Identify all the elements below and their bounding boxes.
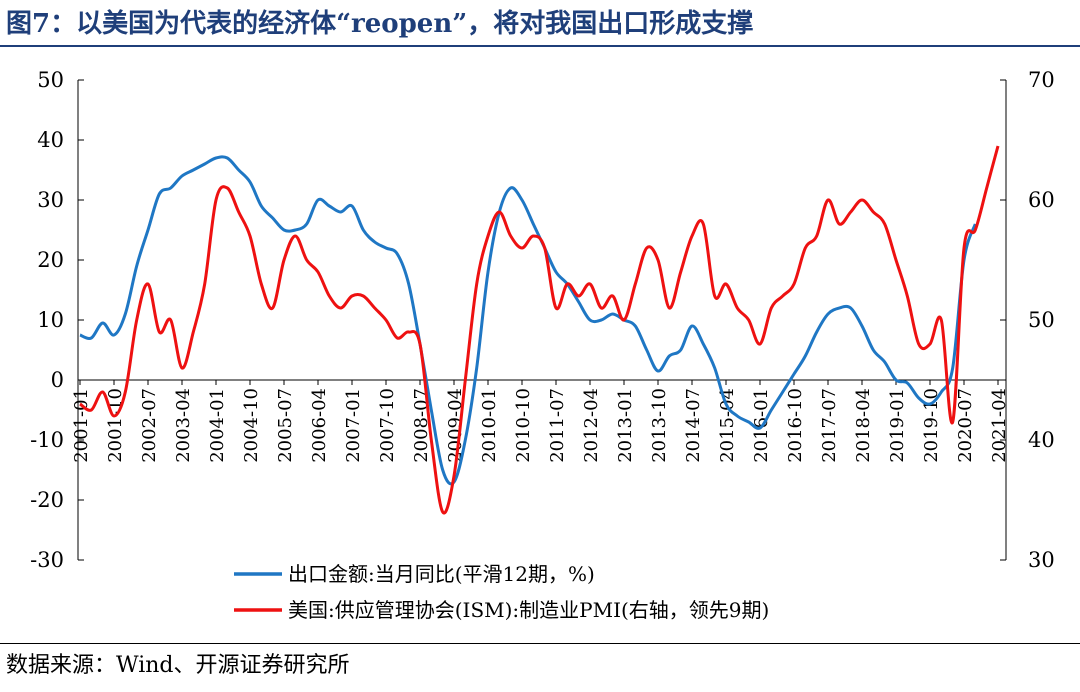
- right-tick-label: 40: [1028, 428, 1055, 452]
- export-yoy-series-line: [79, 155, 977, 486]
- x-tick-label: 2013-10: [649, 388, 670, 463]
- x-tick-label: 2016-10: [785, 388, 806, 463]
- left-tick-label: -10: [30, 428, 64, 452]
- x-tick-label: 2019-10: [921, 388, 942, 463]
- legend-label: 美国:供应管理协会(ISM):制造业PMI(右轴，领先9期): [288, 598, 769, 622]
- x-tick-label: 2018-04: [853, 388, 874, 463]
- left-tick-label: 0: [51, 368, 64, 392]
- line-chart: -30 -20 -10 0 10 20 30 40 50 30 40 50 60 70 2001-01 2…: [30, 68, 1055, 622]
- legend-label: 出口金额:当月同比(平滑12期，%): [288, 562, 595, 586]
- x-tick-label: 2013-01: [615, 388, 636, 463]
- left-tick-label: -20: [30, 488, 64, 512]
- left-tick-label: 30: [37, 188, 64, 212]
- title-divider: [0, 45, 1080, 47]
- x-tick-label: 2005-07: [275, 388, 296, 463]
- left-tick-label: 50: [37, 68, 64, 92]
- left-tick-label: 10: [37, 308, 64, 332]
- x-tick-label: 2002-07: [139, 388, 160, 463]
- right-tick-label: 60: [1028, 188, 1055, 212]
- chart-legend: 出口金额:当月同比(平滑12期，%) 美国:供应管理协会(ISM):制造业PMI(…: [234, 562, 769, 622]
- x-tick-label: 2009-04: [445, 388, 466, 463]
- x-tick-label: 2021-04: [989, 388, 1010, 463]
- x-tick-label: 2015-04: [717, 388, 738, 463]
- x-tick-label: 2007-01: [343, 388, 364, 463]
- x-tick-label: 2011-07: [547, 388, 568, 463]
- x-tick-label: 2004-01: [207, 388, 228, 463]
- left-axis-ticks: -30 -20 -10 0 10 20 30 40 50: [30, 68, 84, 572]
- x-tick-label: 2010-10: [513, 388, 534, 463]
- source-divider: [0, 643, 1080, 644]
- x-tick-label: 2007-10: [377, 388, 398, 463]
- x-tick-label: 2014-07: [683, 388, 704, 463]
- x-tick-label: 2010-01: [479, 388, 500, 463]
- x-tick-label: 2012-04: [581, 388, 602, 463]
- x-tick-label: 2017-07: [819, 388, 840, 463]
- right-tick-label: 30: [1028, 548, 1055, 572]
- x-tick-label: 2003-04: [173, 388, 194, 463]
- left-tick-label: 20: [37, 248, 64, 272]
- series-lines: [79, 145, 1000, 515]
- right-tick-label: 50: [1028, 308, 1055, 332]
- data-source-note: 数据来源：Wind、开源证券研究所: [6, 653, 350, 678]
- figure-title: 图7：以美国为代表的经济体“reopen”，将对我国出口形成支撑: [6, 9, 754, 39]
- right-axis-ticks: 30 40 50 60 70: [1000, 68, 1055, 572]
- left-tick-label: -30: [30, 548, 64, 572]
- x-tick-label: 2006-04: [309, 388, 330, 463]
- x-tick-label: 2019-01: [887, 388, 908, 463]
- x-tick-label: 2020-07: [955, 388, 976, 463]
- x-axis-ticks: 2001-01 2001-10 2002-07 2003-04 2004-01 2004-…: [71, 380, 1010, 463]
- left-tick-label: 40: [37, 128, 64, 152]
- x-tick-label: 2001-01: [71, 388, 92, 463]
- x-tick-label: 2004-10: [241, 388, 262, 463]
- right-tick-label: 70: [1028, 68, 1055, 92]
- plot-frame: [77, 80, 1007, 560]
- ism-pmi-series-line: [79, 145, 1000, 515]
